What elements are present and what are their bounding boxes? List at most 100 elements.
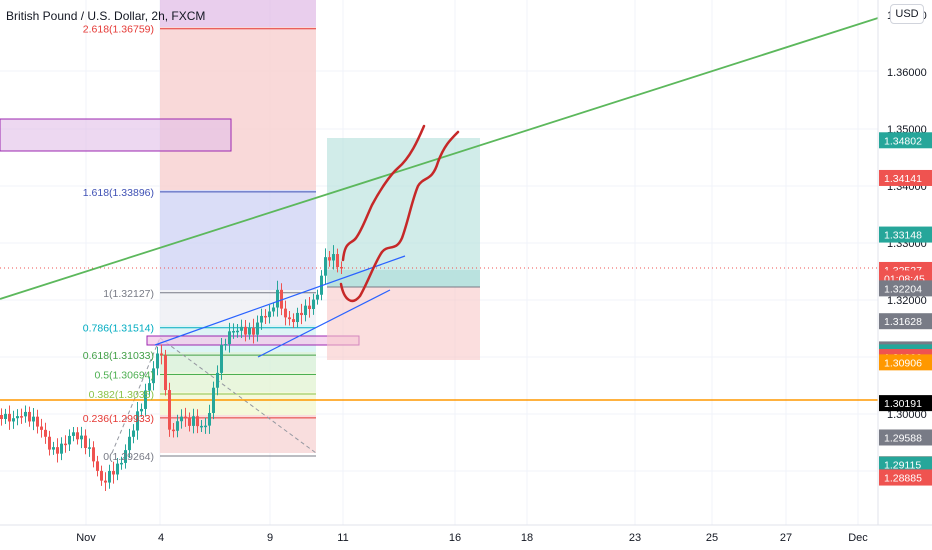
price-tag-background — [879, 226, 932, 243]
price-tag: 1.34802 — [879, 132, 932, 149]
candle — [220, 337, 223, 380]
candle — [56, 438, 59, 463]
candle — [24, 405, 27, 423]
candle — [28, 406, 31, 427]
date-tick-label: Nov — [76, 532, 96, 544]
candle — [256, 315, 259, 342]
entry-zone — [327, 270, 480, 287]
date-tick-label: 27 — [780, 532, 792, 544]
date-tick-label: 23 — [629, 532, 641, 544]
candle — [272, 302, 275, 317]
candle — [268, 305, 271, 324]
candle — [232, 323, 235, 339]
fib-extension-zones[interactable] — [160, 0, 316, 453]
price-tag-label: 1.34802 — [884, 135, 922, 147]
candle — [236, 324, 239, 338]
price-tag-background — [879, 354, 932, 371]
freehand-projection[interactable] — [339, 124, 460, 303]
date-tick-label: 11 — [337, 532, 348, 544]
resistance-box[interactable] — [0, 118, 232, 152]
price-tag-background — [879, 469, 932, 486]
candle — [96, 455, 99, 477]
candle — [156, 346, 159, 376]
candle — [328, 250, 331, 267]
price-tag: 1.31628 — [879, 313, 932, 330]
candle — [88, 438, 91, 457]
candle — [200, 420, 203, 433]
candle — [12, 410, 15, 429]
price-tick-label: 1.30000 — [887, 409, 927, 421]
candle — [80, 426, 83, 449]
candlestick-series — [0, 245, 343, 491]
candle — [192, 408, 195, 434]
price-axis[interactable]: 1.370001.360001.350001.340001.330001.320… — [877, 0, 932, 535]
price-tag-label: 1.29588 — [884, 432, 922, 444]
candle — [324, 248, 327, 285]
candle — [188, 412, 191, 432]
candle — [228, 322, 231, 353]
currency-button[interactable]: USD — [890, 4, 924, 24]
candle — [160, 344, 163, 365]
price-tag-background — [879, 313, 932, 330]
candle — [64, 435, 67, 453]
candle — [184, 407, 187, 427]
price-tag-background — [879, 456, 932, 473]
candle — [316, 289, 319, 305]
candle — [280, 283, 283, 316]
candle — [224, 338, 227, 351]
candle — [72, 427, 75, 442]
candle — [296, 307, 299, 328]
price-tag: 1.28885 — [879, 469, 932, 486]
candle — [172, 422, 175, 438]
price-tick-label: 1.32000 — [887, 295, 927, 307]
price-tag-background — [879, 280, 932, 297]
symbol-title: British Pound / U.S. Dollar, 2h, FXCM — [6, 9, 205, 23]
candle — [204, 417, 207, 434]
candle — [304, 299, 307, 322]
date-tick-label: 9 — [267, 532, 273, 544]
candle — [116, 457, 119, 481]
date-tick-label: 4 — [158, 532, 164, 544]
fib-level-label: 0.236(1.29933) — [83, 413, 154, 425]
fib-trend-line[interactable] — [159, 337, 317, 454]
candle — [164, 349, 167, 396]
date-tick-label: 18 — [521, 532, 533, 544]
candle — [248, 322, 251, 340]
candle — [240, 319, 243, 339]
candle — [16, 409, 19, 426]
price-tag-label: 1.31628 — [884, 316, 922, 328]
candle — [128, 428, 131, 459]
candle — [176, 414, 179, 438]
candle — [124, 444, 127, 469]
candle — [276, 280, 279, 317]
candle — [76, 427, 79, 445]
candle — [292, 313, 295, 328]
candle — [100, 465, 103, 486]
candle — [8, 405, 11, 430]
candle — [168, 382, 171, 437]
candle — [92, 441, 95, 468]
candle — [284, 300, 287, 326]
price-tag-label: 1.29115 — [884, 459, 921, 471]
price-tag: 1.33148 — [879, 226, 932, 243]
candle — [148, 376, 151, 397]
candle — [196, 409, 199, 434]
price-tag: 1.30906 — [879, 354, 932, 371]
candle — [132, 424, 135, 444]
candle — [300, 303, 303, 325]
candle — [308, 297, 311, 318]
date-axis[interactable]: Nov 4 9 11 16 18 23 25 27 Dec — [0, 524, 932, 550]
long-position-tool[interactable] — [327, 138, 480, 360]
price-tag-label: 1.34141 — [884, 173, 922, 185]
candle — [60, 437, 63, 461]
fib-level-label: 1.618(1.33896) — [83, 187, 154, 199]
fib-level-label: 0.786(1.31514) — [83, 323, 154, 335]
candle — [120, 456, 123, 470]
price-tag-label: 1.28885 — [884, 473, 922, 485]
candle — [340, 261, 343, 275]
candle — [140, 403, 143, 417]
rising-wedge[interactable] — [154, 255, 406, 358]
fib-level-label: 0.382(1.3035) — [89, 389, 154, 401]
candle — [332, 245, 335, 270]
